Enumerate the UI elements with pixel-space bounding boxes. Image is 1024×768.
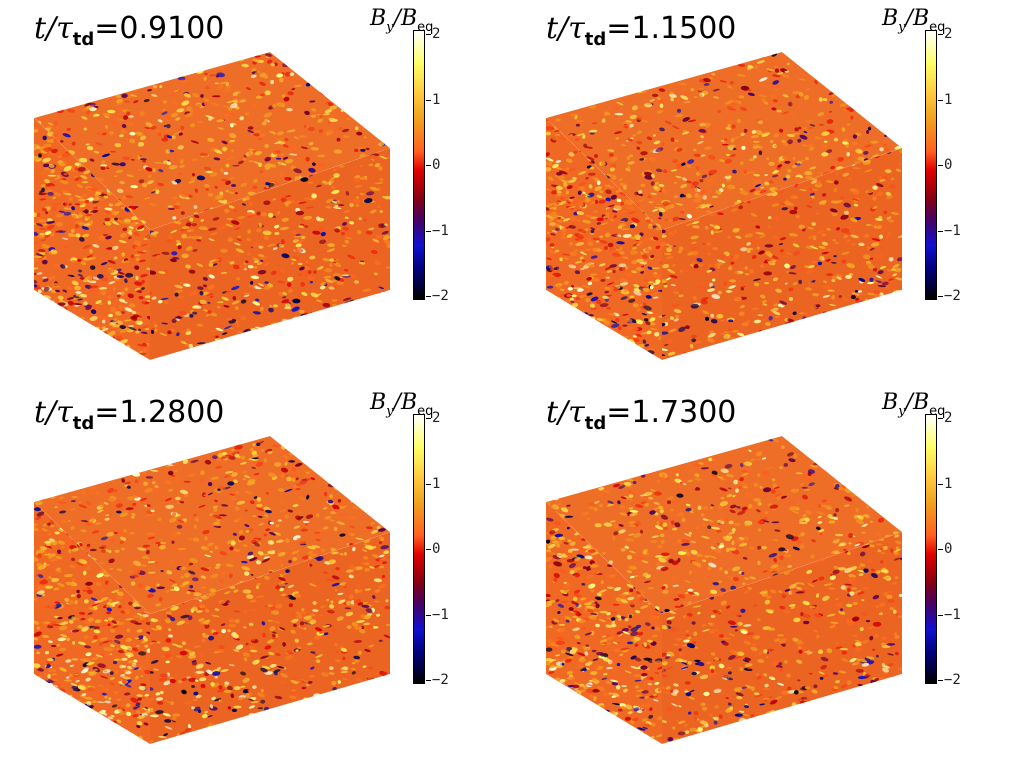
colorbar-tick-label: 0: [944, 541, 953, 557]
time-value: 1.7300: [631, 395, 737, 430]
colorbar: [925, 414, 937, 684]
colorbar-tick-label: 2: [432, 26, 441, 42]
colorbar-tick-mark: [426, 418, 431, 419]
colorbar-tick-mark: [938, 680, 943, 681]
colorbar-tick-label: −1: [944, 222, 961, 239]
colorbar-tick-label: −1: [432, 222, 449, 239]
equals-sign: =: [606, 11, 632, 46]
colorbar-tick-mark: [938, 483, 943, 485]
cube-visualization: [34, 52, 390, 360]
colorbar-title: By/Beq: [370, 390, 433, 419]
time-label: t/τtd=1.7300: [546, 395, 737, 433]
colorbar-tick-label: −2: [944, 672, 961, 688]
panel-bottom-left: t/τtd=1.2800 By/Beq 2 1 0 −1 −2: [0, 384, 512, 768]
colorbar-title-slash-b: /B: [905, 6, 930, 31]
colorbar-tick-mark: [426, 483, 431, 485]
panel-bottom-right: t/τtd=1.7300 By/Beq 2 1 0 −1 −2: [512, 384, 1024, 768]
time-subscript: td: [584, 29, 607, 50]
colorbar-tick-mark: [426, 34, 431, 35]
colorbar-tick-label: −2: [944, 288, 961, 304]
equals-sign: =: [606, 395, 632, 430]
colorbar-tick-mark: [426, 549, 431, 550]
time-variable: t/τ: [546, 11, 585, 46]
equals-sign: =: [94, 395, 120, 430]
time-value: 0.9100: [119, 11, 225, 46]
colorbar-tick-label: −2: [432, 288, 449, 304]
colorbar-title-slash-b: /B: [393, 6, 418, 31]
colorbar-tick-mark: [426, 614, 431, 616]
colorbar-title-b: B: [882, 390, 899, 415]
colorbar-title-sub-y: y: [898, 404, 906, 419]
time-variable: t/τ: [34, 11, 73, 46]
colorbar: [413, 30, 425, 300]
time-variable: t/τ: [34, 395, 73, 430]
time-variable: t/τ: [546, 395, 585, 430]
colorbar-title: By/Beq: [882, 390, 945, 419]
colorbar-tick-mark: [938, 34, 943, 35]
colorbar-tick-mark: [938, 614, 943, 616]
time-value: 1.2800: [119, 395, 225, 430]
colorbar: [413, 414, 425, 684]
colorbar-tick-mark: [426, 680, 431, 681]
colorbar-tick-mark: [426, 296, 431, 297]
colorbar-tick-mark: [938, 418, 943, 419]
time-value: 1.1500: [631, 11, 737, 46]
colorbar-tick-label: 0: [432, 541, 441, 557]
cube-visualization: [546, 52, 902, 360]
cube-visualization: [34, 436, 390, 744]
colorbar-tick-label: −1: [432, 606, 449, 623]
colorbar-tick-label: 1: [944, 475, 953, 492]
colorbar-tick-label: 1: [432, 475, 441, 492]
time-subscript: td: [72, 29, 95, 50]
colorbar-title: By/Beq: [370, 6, 433, 35]
colorbar-tick-mark: [426, 230, 431, 232]
colorbar-tick-mark: [938, 230, 943, 232]
time-label: t/τtd=1.2800: [34, 395, 225, 433]
colorbar-title-sub-y: y: [898, 20, 906, 35]
colorbar-tick-mark: [426, 165, 431, 166]
colorbar-tick-mark: [938, 165, 943, 166]
colorbar-title-b: B: [882, 6, 899, 31]
colorbar-tick-label: −2: [432, 672, 449, 688]
colorbar-tick-mark: [938, 296, 943, 297]
colorbar-title-sub-y: y: [386, 20, 394, 35]
panel-top-right: t/τtd=1.1500 By/Beq 2 1 0 −1 −2: [512, 0, 1024, 384]
equals-sign: =: [94, 11, 120, 46]
colorbar-title-slash-b: /B: [905, 390, 930, 415]
colorbar-tick-label: 2: [944, 26, 953, 42]
colorbar-tick-label: −1: [944, 606, 961, 623]
colorbar-tick-mark: [938, 99, 943, 101]
colorbar-tick-label: 1: [432, 91, 441, 108]
colorbar: [925, 30, 937, 300]
time-label: t/τtd=0.9100: [34, 11, 225, 49]
time-label: t/τtd=1.1500: [546, 11, 737, 49]
colorbar-title-b: B: [370, 390, 387, 415]
colorbar-tick-label: 2: [944, 410, 953, 426]
panel-top-left: t/τtd=0.9100 By/Beq 2 1 0 −1 −2: [0, 0, 512, 384]
colorbar-tick-mark: [938, 549, 943, 550]
colorbar-tick-mark: [426, 99, 431, 101]
colorbar-tick-label: 0: [432, 157, 441, 173]
time-subscript: td: [72, 413, 95, 434]
colorbar-title-slash-b: /B: [393, 390, 418, 415]
colorbar-tick-label: 1: [944, 91, 953, 108]
colorbar-tick-label: 2: [432, 410, 441, 426]
cube-visualization: [546, 436, 902, 744]
colorbar-title-b: B: [370, 6, 387, 31]
colorbar-tick-label: 0: [944, 157, 953, 173]
colorbar-title: By/Beq: [882, 6, 945, 35]
colorbar-title-sub-y: y: [386, 404, 394, 419]
time-subscript: td: [584, 413, 607, 434]
